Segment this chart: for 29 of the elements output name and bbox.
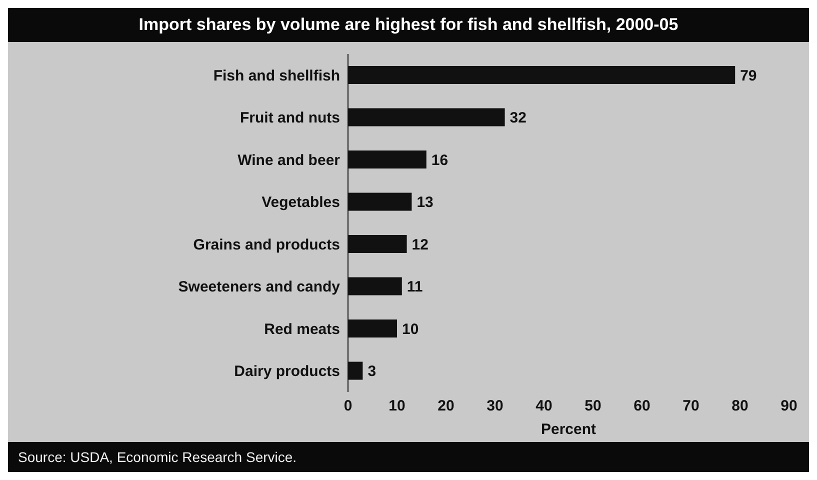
y-tick-label: Sweeteners and candy	[178, 278, 341, 296]
x-tick-label: 70	[682, 398, 700, 415]
y-tick-label: Wine and beer	[238, 152, 340, 169]
x-axis-title: Percent	[540, 421, 596, 438]
y-tick-label: Red meats	[264, 320, 340, 338]
y-tick-label: Fish and shellfish	[213, 67, 340, 84]
x-tick-label: 90	[780, 398, 798, 415]
y-tick-label: Fruit and nuts	[240, 110, 340, 127]
chart-title: Import shares by volume are highest for fish and shellfish, 2000-05	[8, 8, 809, 42]
x-tick-label: 60	[634, 398, 650, 415]
x-tick-label: 10	[388, 398, 406, 415]
x-tick-label: 30	[486, 398, 504, 415]
source-note: Source: USDA, Economic Research Service.	[18, 449, 297, 465]
y-tick-label: Grains and products	[193, 236, 340, 254]
y-tick-label: Vegetables	[262, 194, 340, 212]
x-tick-label: 40	[536, 398, 552, 415]
data-label: 12	[412, 236, 428, 254]
data-label: 3	[368, 363, 376, 380]
data-label: 10	[402, 320, 419, 338]
data-label: 11	[406, 278, 423, 296]
x-tick-label: 80	[732, 398, 748, 415]
x-tick-label: 0	[344, 398, 352, 415]
y-tick-label: Dairy products	[234, 363, 340, 380]
data-label: 32	[510, 110, 526, 127]
data-label: 16	[431, 152, 448, 169]
x-tick-label: 50	[584, 398, 602, 415]
x-tick-label: 20	[438, 398, 454, 415]
data-label: 79	[740, 67, 757, 84]
data-label: 13	[416, 194, 434, 212]
